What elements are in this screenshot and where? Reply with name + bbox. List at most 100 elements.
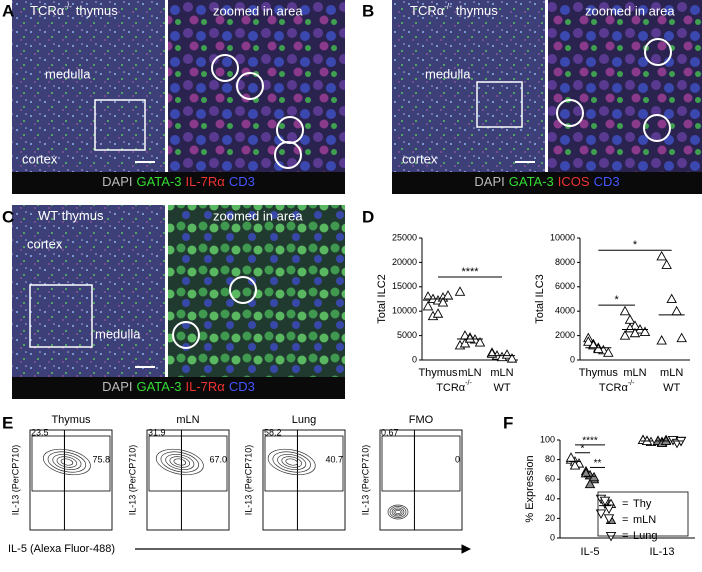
title-text: TCRα (410, 3, 445, 18)
legend-label: mLN (633, 514, 656, 526)
stain: CD3 (594, 174, 620, 189)
data-point (624, 314, 636, 324)
gate-frequency: 75.8 (92, 454, 110, 464)
flow-y-label: IL-13 (PerCP710) (127, 445, 137, 516)
gate-frequency: 0 (455, 454, 460, 464)
data-point (422, 291, 434, 301)
micrograph (12, 205, 165, 377)
region-label: medulla (45, 66, 91, 81)
data-point (569, 460, 581, 470)
group-label: TCRα-/- (436, 380, 472, 394)
cell-highlight (274, 141, 302, 169)
zoom-title: zoomed in area (213, 3, 303, 18)
group-text: WT (663, 382, 680, 394)
x-tick-label: IL-5 (581, 546, 600, 558)
y-tick-label: 20 (545, 513, 555, 523)
flow-title: Thymus (51, 414, 91, 426)
micrograph-zoom (548, 0, 702, 172)
micrograph (12, 0, 165, 172)
data-point (595, 509, 607, 519)
x-tick-label: mLN (623, 367, 646, 379)
cell-highlight (556, 99, 584, 127)
data-point (588, 339, 599, 350)
y-tick-label: 60 (545, 474, 555, 484)
data-point (603, 347, 614, 357)
data-point (666, 293, 677, 304)
panel-label: B (362, 1, 374, 20)
data-point (432, 308, 444, 318)
y-tick-label: 0 (412, 354, 417, 364)
y-tick-label: 100 (540, 434, 555, 444)
stain: IL-7Rα (186, 174, 226, 189)
y-tick-label: 80 (545, 454, 555, 464)
y-tick-label: 20000 (392, 257, 417, 267)
group-text: TCRα (436, 382, 466, 394)
contour (272, 451, 311, 473)
data-point (603, 504, 615, 515)
panel-label: C (2, 207, 14, 226)
contour (42, 448, 91, 476)
contour (391, 507, 405, 517)
data-point (593, 343, 604, 354)
flow-frame (29, 429, 113, 531)
cell-highlight (644, 38, 672, 66)
x-tick-label: IL-13 (649, 546, 674, 558)
group-label: WT (663, 382, 680, 394)
data-point (603, 514, 615, 524)
contour (393, 508, 403, 516)
significance-label: ** (594, 458, 602, 469)
data-point (580, 467, 592, 478)
stain: GATA-3 (136, 174, 181, 189)
flow-x-label: IL-5 (Alexa Fluor-488) (8, 543, 115, 555)
contour (395, 509, 401, 515)
group-superscript: -/- (628, 380, 635, 387)
group-text: WT (493, 382, 510, 394)
y-tick-label: 0 (570, 354, 575, 364)
x-tick-label: Thymus (579, 367, 619, 379)
y-axis-title: % Expression (524, 455, 536, 522)
y-tick-label: 10000 (392, 306, 417, 316)
stain-bar (12, 377, 345, 399)
contour (285, 458, 298, 466)
data-point (583, 336, 594, 346)
region-label: cortex (22, 151, 58, 166)
contour (277, 453, 307, 471)
zoom-box (476, 81, 523, 128)
gate (381, 435, 415, 492)
legend-label: Thy (633, 498, 652, 510)
y-axis-title: Total ILC2 (376, 274, 388, 324)
x-tick-label: mLN (458, 367, 481, 379)
y-tick-label: 5000 (397, 330, 417, 340)
stain-bar (392, 172, 702, 194)
stain: CD3 (229, 174, 255, 189)
title-end: thymus (76, 3, 118, 18)
contour (267, 448, 316, 476)
gate-frequency: 67.0 (209, 454, 227, 464)
flow-frame (262, 429, 346, 531)
y-tick-label: 8000 (555, 257, 575, 267)
region-label: medulla (425, 66, 471, 81)
panel-label: D (362, 207, 374, 226)
title-text: TCRα (30, 3, 65, 18)
cell-highlight (236, 72, 264, 100)
gate-frequency: 31.9 (148, 427, 166, 437)
cell-highlight (229, 276, 257, 304)
cell-highlight (172, 321, 200, 349)
title-end: thymus (456, 3, 498, 18)
y-tick-label: 10000 (550, 232, 575, 242)
flow-frame (379, 429, 463, 531)
contour (56, 456, 78, 468)
contour (160, 451, 200, 473)
contour (60, 458, 74, 466)
y-tick-label: 4000 (555, 306, 575, 316)
title-text: WT thymus (38, 208, 104, 223)
x-tick-label: Thymus (418, 367, 458, 379)
panel-label: E (2, 413, 13, 432)
gate (414, 435, 461, 492)
stain: IL-7Rα (186, 379, 226, 394)
stain: DAPI (102, 379, 132, 394)
panel-title: WT thymus (38, 208, 104, 223)
contour (387, 504, 409, 520)
data-point (588, 471, 600, 482)
